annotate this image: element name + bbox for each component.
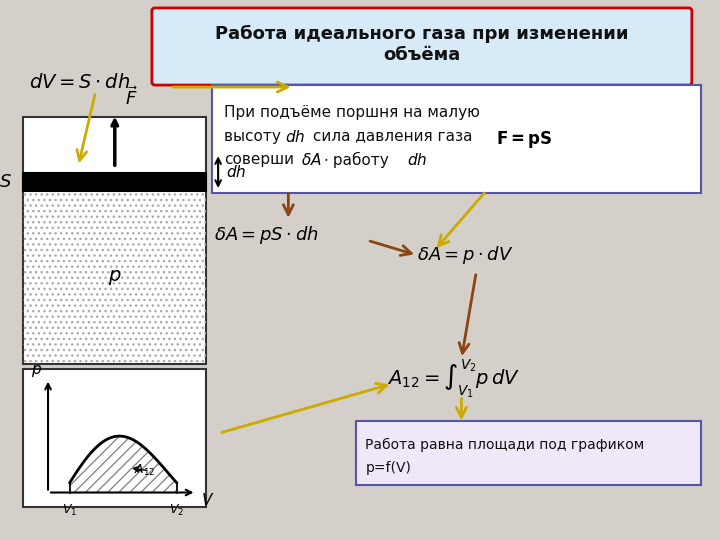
Text: p=f(V): p=f(V) [366, 461, 411, 475]
Text: $p$: $p$ [31, 363, 42, 379]
Text: $V_2$: $V_2$ [169, 502, 184, 517]
Text: $\delta A = pS \cdot dh$: $\delta A = pS \cdot dh$ [214, 225, 319, 246]
Text: $\mathbf{F=pS}$: $\mathbf{F=pS}$ [496, 129, 552, 150]
Text: $dV = S \cdot dh$: $dV = S \cdot dh$ [30, 72, 130, 92]
Text: $dh$: $dh$ [285, 129, 306, 145]
Text: $\delta A = p \cdot dV$: $\delta A = p \cdot dV$ [417, 244, 513, 266]
Text: $V_1$: $V_1$ [62, 502, 78, 517]
FancyBboxPatch shape [212, 85, 701, 193]
Text: $A_{12} = \int_{V_1}^{V_2} p\,dV$: $A_{12} = \int_{V_1}^{V_2} p\,dV$ [387, 357, 521, 400]
Text: $\vec{F}$: $\vec{F}$ [125, 86, 138, 109]
Bar [23, 173, 206, 191]
Text: сила давления газа: сила давления газа [308, 129, 487, 144]
Text: $dh$: $dh$ [226, 164, 246, 180]
Text: $V$: $V$ [202, 492, 215, 509]
Text: При подъёме поршня на малую: При подъёме поршня на малую [224, 105, 480, 120]
Text: Работа равна площади под графиком: Работа равна площади под графиком [366, 438, 644, 452]
FancyBboxPatch shape [356, 421, 701, 484]
FancyBboxPatch shape [152, 8, 692, 85]
Bar [23, 369, 206, 508]
Text: $dh$: $dh$ [407, 152, 428, 168]
Text: $p$: $p$ [108, 268, 122, 287]
Text: $A_{12}$: $A_{12}$ [134, 463, 156, 478]
Bar [23, 117, 206, 364]
Text: соверши: соверши [224, 152, 294, 167]
Text: $\delta A\cdot$: $\delta A\cdot$ [301, 152, 329, 168]
Text: высоту: высоту [224, 129, 286, 144]
Text: Работа идеального газа при изменении
объёма: Работа идеального газа при изменении объ… [215, 25, 629, 64]
Text: $S$: $S$ [0, 173, 12, 191]
Text: работу: работу [328, 152, 389, 168]
Bar [23, 191, 206, 364]
